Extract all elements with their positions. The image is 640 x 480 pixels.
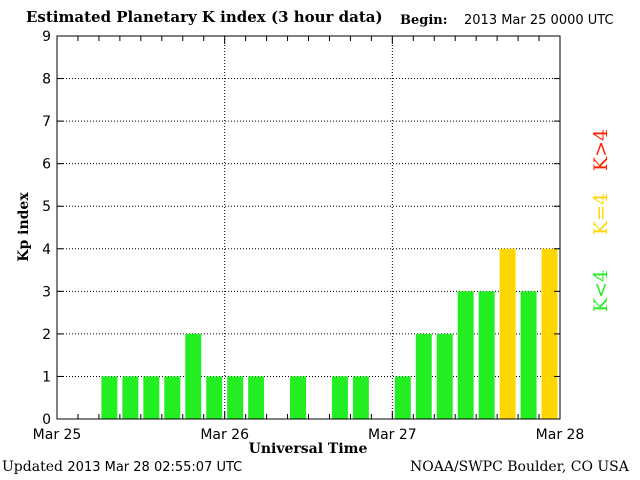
y-tick-label: 1 bbox=[42, 369, 51, 385]
updated-timestamp: Updated 2013 Mar 28 02:55:07 UTC bbox=[2, 459, 242, 475]
begin-value: 2013 Mar 25 0000 UTC bbox=[464, 13, 614, 28]
kp-bar bbox=[122, 376, 139, 419]
grid-lines bbox=[57, 36, 560, 419]
kp-bar bbox=[227, 376, 244, 419]
x-tick-label: Mar 26 bbox=[200, 427, 249, 443]
x-tick-label: Mar 25 bbox=[33, 427, 82, 443]
y-tick-label: 0 bbox=[42, 412, 51, 428]
y-tick-label: 7 bbox=[42, 114, 51, 130]
y-tick-label: 2 bbox=[42, 327, 51, 343]
x-tick-label: Mar 28 bbox=[536, 427, 585, 443]
kp-bar bbox=[436, 333, 453, 419]
kp-bar bbox=[352, 376, 369, 419]
kp-bar bbox=[331, 376, 348, 419]
chart-title: Estimated Planetary K index (3 hour data… bbox=[26, 8, 383, 26]
kp-bar bbox=[101, 376, 118, 419]
kp-bar bbox=[520, 291, 537, 419]
y-tick-label: 4 bbox=[42, 242, 51, 258]
kp-bar bbox=[248, 376, 265, 419]
y-axis-label: Kp index bbox=[16, 192, 32, 262]
kp-bar bbox=[143, 376, 160, 419]
updated-label: Updated bbox=[2, 459, 63, 475]
y-tick-label: 8 bbox=[42, 72, 51, 88]
kp-bar bbox=[457, 291, 474, 419]
kp-bar bbox=[164, 376, 181, 419]
kp-bar bbox=[185, 333, 202, 419]
kp-bar bbox=[415, 333, 432, 419]
kp-bar bbox=[206, 376, 223, 419]
begin-label: Begin: bbox=[400, 13, 448, 28]
kp-bar bbox=[478, 291, 495, 419]
credit-text: NOAA/SWPC Boulder, CO USA bbox=[410, 459, 629, 475]
x-tick-label: Mar 27 bbox=[368, 427, 417, 443]
bars bbox=[101, 248, 558, 419]
legend-item-above: K>4 bbox=[590, 129, 612, 171]
kp-bar bbox=[541, 248, 558, 419]
updated-value: 2013 Mar 28 02:55:07 UTC bbox=[67, 460, 243, 475]
axis-ticks: 0 1 2 3 4 5 6 7 8 9 Mar 25 Mar 26 Mar 27 Mar 28 bbox=[33, 29, 585, 443]
y-tick-label: 9 bbox=[42, 29, 51, 45]
kp-bar bbox=[394, 376, 411, 419]
legend-item-below: K<4 bbox=[590, 270, 612, 312]
kp-bar bbox=[499, 248, 516, 419]
y-tick-label: 5 bbox=[42, 199, 51, 215]
y-tick-label: 6 bbox=[42, 157, 51, 173]
legend: K<4 K=4 K>4 bbox=[590, 129, 612, 312]
y-tick-label: 3 bbox=[42, 284, 51, 300]
legend-item-equal: K=4 bbox=[590, 193, 612, 235]
x-axis-label: Universal Time bbox=[249, 441, 368, 457]
kp-bar bbox=[290, 376, 306, 419]
